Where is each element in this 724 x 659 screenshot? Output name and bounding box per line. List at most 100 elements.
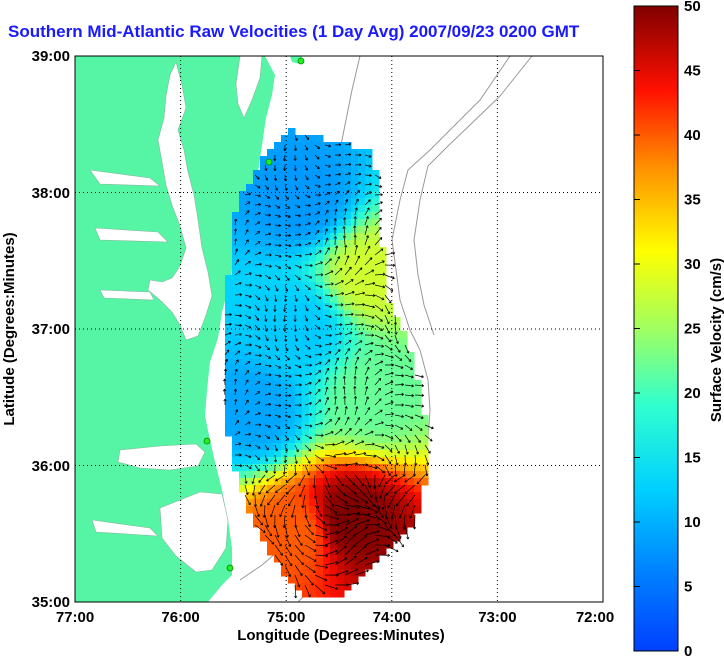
velocity-cell: [337, 499, 345, 507]
velocity-cell: [316, 310, 324, 318]
velocity-cell: [379, 548, 387, 556]
velocity-cell: [414, 394, 422, 402]
velocity-vector: [254, 334, 261, 340]
velocity-cell: [302, 296, 310, 304]
velocity-cell: [288, 471, 296, 479]
velocity-vector: [354, 526, 368, 536]
velocity-cell: [358, 436, 366, 444]
velocity-cell: [421, 429, 429, 437]
velocity-vector: [414, 384, 425, 388]
velocity-cell: [246, 373, 254, 381]
velocity-cell: [323, 149, 331, 157]
velocity-cell: [274, 506, 282, 514]
velocity-vector: [394, 374, 405, 378]
velocity-vector: [264, 354, 272, 359]
velocity-vector: [258, 474, 266, 483]
velocity-cell: [351, 408, 359, 416]
velocity-cell: [365, 226, 373, 234]
velocity-cell: [239, 373, 247, 381]
velocity-cell: [323, 443, 331, 451]
velocity-cell: [288, 338, 296, 346]
velocity-cell: [372, 485, 380, 493]
velocity-cell: [274, 478, 282, 486]
velocity-vector: [244, 410, 250, 416]
velocity-vector: [244, 443, 252, 448]
velocity-cell: [365, 261, 373, 269]
velocity-vector: [324, 154, 331, 158]
velocity-cell: [309, 219, 317, 227]
velocity-cell: [239, 478, 247, 486]
velocity-vector: [294, 334, 298, 342]
velocity-vector: [269, 504, 276, 518]
velocity-vector: [364, 418, 372, 426]
velocity-cell: [393, 443, 401, 451]
bays: [89, 56, 263, 573]
velocity-cell: [344, 562, 352, 570]
velocity-cell: [267, 219, 275, 227]
velocity-cell: [323, 415, 331, 423]
velocity-cell: [232, 373, 240, 381]
velocity-vector: [324, 173, 331, 178]
velocity-vector: [324, 514, 340, 521]
velocity-vector: [274, 554, 283, 566]
velocity-cell: [302, 443, 310, 451]
velocity-cell: [260, 408, 268, 416]
velocity-cell: [414, 401, 422, 409]
velocity-cell: [309, 492, 317, 500]
velocity-cell: [330, 485, 338, 493]
velocity-cell: [344, 499, 352, 507]
velocity-cell: [274, 366, 282, 374]
velocity-cell: [372, 275, 380, 283]
velocity-cell: [281, 268, 289, 276]
velocity-vector: [275, 474, 286, 482]
velocity-vector: [282, 154, 287, 162]
velocity-cell: [344, 205, 352, 213]
velocity-vector: [294, 184, 299, 191]
velocity-cell: [344, 457, 352, 465]
velocity-vector: [354, 556, 368, 566]
velocity-cell: [323, 387, 331, 395]
velocity-cell: [260, 520, 268, 528]
velocity-vector: [254, 353, 262, 358]
velocity-vector: [374, 504, 384, 518]
velocity-cell: [274, 226, 282, 234]
velocity-vector: [274, 374, 282, 378]
velocity-cell: [344, 310, 352, 318]
velocity-cell: [323, 205, 331, 213]
velocity-cell: [316, 240, 324, 248]
velocity-cell: [309, 485, 317, 493]
velocity-vector: [354, 302, 365, 307]
velocity-vector: [334, 406, 339, 416]
velocity-cell: [260, 205, 268, 213]
velocity-cell: [379, 534, 387, 542]
velocity-cell: [330, 401, 338, 409]
velocity-cell: [351, 331, 359, 339]
velocity-vector: [254, 444, 261, 449]
velocity-cell: [407, 436, 415, 444]
velocity-cell: [260, 289, 268, 297]
velocity-cell: [344, 247, 352, 255]
velocity-cell: [239, 359, 247, 367]
velocity-vector: [324, 270, 334, 276]
velocity-cell: [379, 331, 387, 339]
velocity-cell: [351, 163, 359, 171]
velocity-cell: [232, 338, 240, 346]
velocity-vector: [334, 153, 342, 157]
velocity-vector: [354, 244, 359, 256]
velocity-cell: [323, 541, 331, 549]
velocity-cell: [323, 590, 331, 598]
velocity-cell: [400, 352, 408, 360]
velocity-cell: [274, 527, 282, 535]
velocity-vector: [324, 164, 331, 168]
velocity-cell: [344, 527, 352, 535]
velocity-vector: [304, 324, 309, 332]
velocity-cell: [239, 212, 247, 220]
velocity-vector: [374, 184, 383, 188]
velocity-cell: [344, 282, 352, 290]
velocity-vector: [384, 444, 393, 452]
velocity-cell: [386, 506, 394, 514]
velocity-cell: [379, 506, 387, 514]
velocity-cell: [358, 506, 366, 514]
velocity-cell: [337, 156, 345, 164]
velocity-cell: [309, 338, 317, 346]
